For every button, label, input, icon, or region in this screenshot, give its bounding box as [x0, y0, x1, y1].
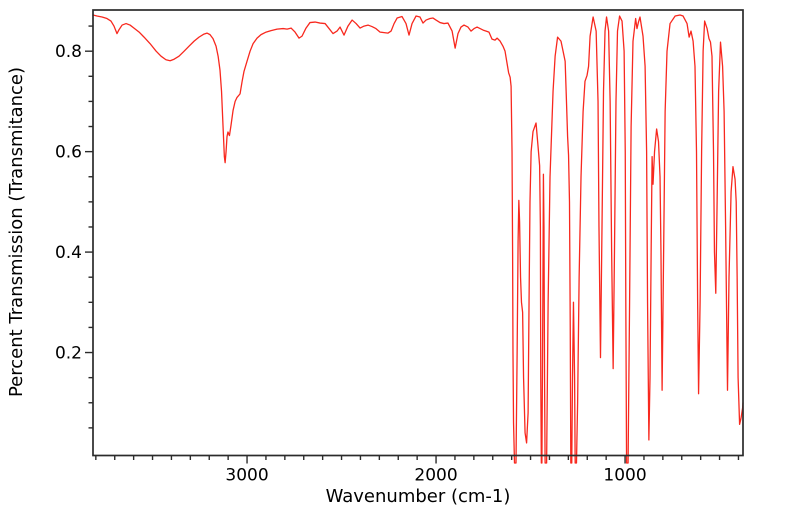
x-axis-label: Wavenumber (cm-1) [325, 486, 511, 507]
plot-frame [92, 9, 744, 457]
x-tick-label: 3000 [225, 466, 268, 486]
spectrum-line [92, 14, 744, 464]
y-tick-label: 0.2 [55, 344, 82, 364]
y-tick-label: 0.6 [55, 143, 82, 163]
x-tick-label: 1000 [603, 466, 646, 486]
y-tick-label: 0.8 [55, 42, 82, 62]
y-tick-label: 0.4 [55, 243, 82, 263]
x-tick-label: 2000 [414, 466, 457, 486]
y-axis-label: Percent Transmission (Transmitance) [6, 66, 27, 398]
